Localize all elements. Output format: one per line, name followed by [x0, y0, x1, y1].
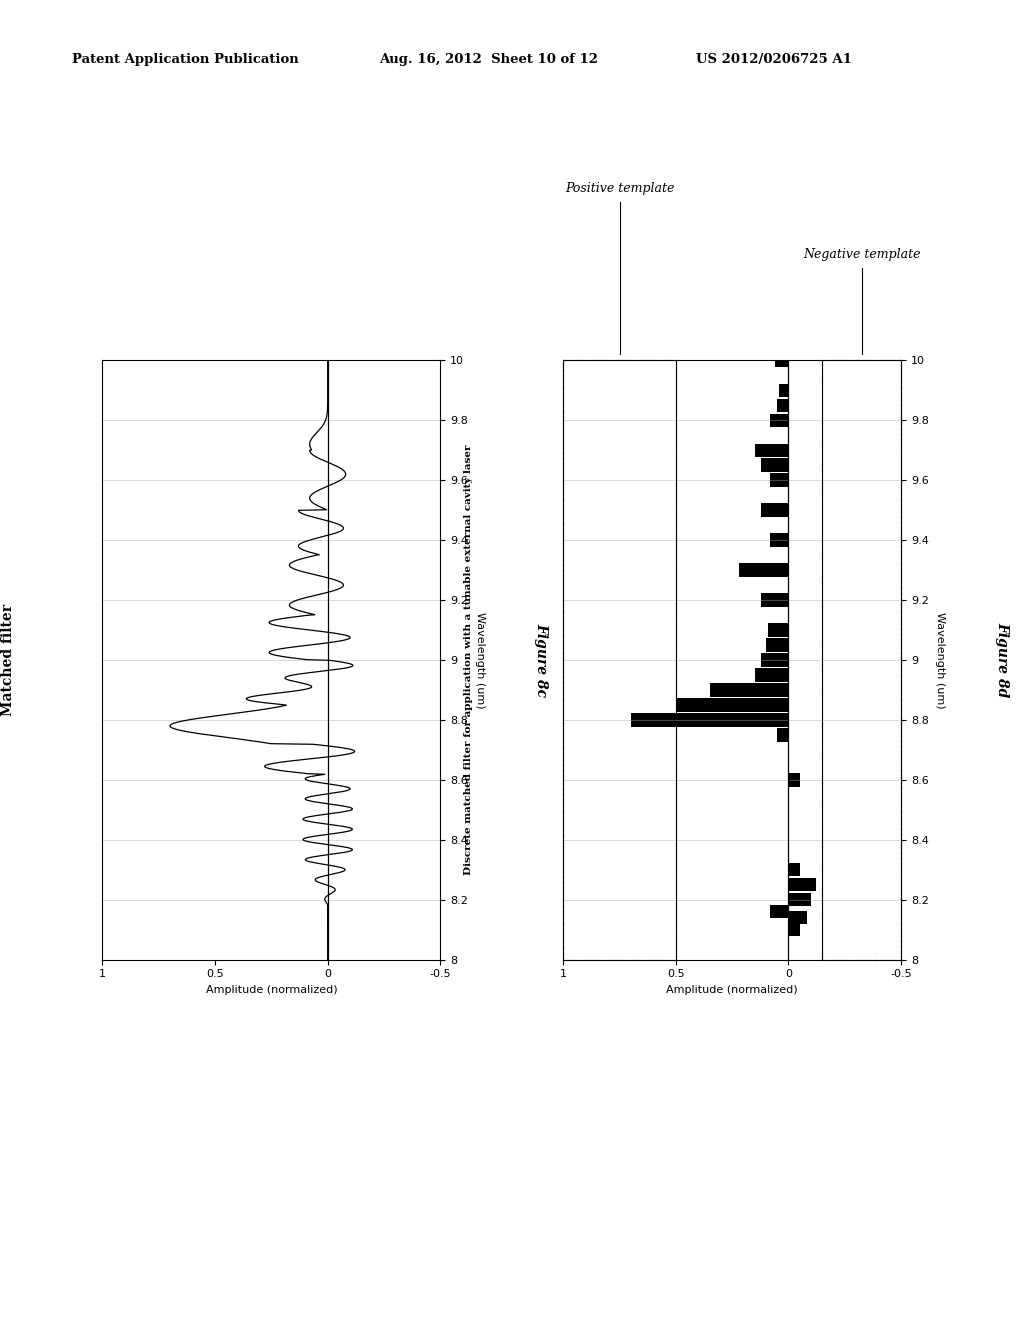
Bar — [775, 354, 788, 367]
Text: Positive template: Positive template — [565, 182, 674, 195]
Text: Patent Application Publication: Patent Application Publication — [72, 53, 298, 66]
X-axis label: Amplitude (normalized): Amplitude (normalized) — [667, 985, 798, 995]
Bar — [770, 906, 788, 919]
Bar — [739, 564, 788, 577]
Bar — [762, 503, 788, 517]
Text: Figure 8c: Figure 8c — [535, 623, 549, 697]
Text: Matched filter: Matched filter — [1, 605, 14, 715]
Bar — [777, 729, 788, 742]
Text: Negative template: Negative template — [803, 248, 921, 261]
Bar — [788, 863, 800, 876]
Y-axis label: Wavelength (um): Wavelength (um) — [474, 611, 484, 709]
Text: Discrete matched filter for application with a tunable external cavity laser: Discrete matched filter for application … — [464, 445, 473, 875]
Bar — [755, 668, 788, 681]
Bar — [563, 360, 676, 960]
Bar — [770, 413, 788, 428]
Bar — [766, 639, 788, 652]
Bar — [768, 623, 788, 636]
X-axis label: Amplitude (normalized): Amplitude (normalized) — [206, 985, 337, 995]
Bar — [631, 713, 788, 727]
Bar — [770, 474, 788, 487]
Bar — [762, 653, 788, 667]
Bar — [822, 360, 901, 960]
Bar — [788, 774, 800, 787]
Bar — [710, 684, 788, 697]
Bar — [779, 384, 788, 397]
Bar — [762, 593, 788, 607]
Y-axis label: Wavelength (um): Wavelength (um) — [935, 611, 945, 709]
Bar — [788, 892, 811, 907]
Bar — [770, 533, 788, 546]
Bar — [788, 878, 815, 891]
Text: Aug. 16, 2012  Sheet 10 of 12: Aug. 16, 2012 Sheet 10 of 12 — [379, 53, 598, 66]
Bar — [755, 444, 788, 457]
Bar — [676, 698, 788, 711]
Bar — [788, 911, 807, 924]
Text: Figure 8d: Figure 8d — [995, 622, 1010, 698]
Bar — [777, 399, 788, 412]
Text: US 2012/0206725 A1: US 2012/0206725 A1 — [696, 53, 852, 66]
Bar — [762, 458, 788, 473]
Bar — [788, 923, 800, 936]
